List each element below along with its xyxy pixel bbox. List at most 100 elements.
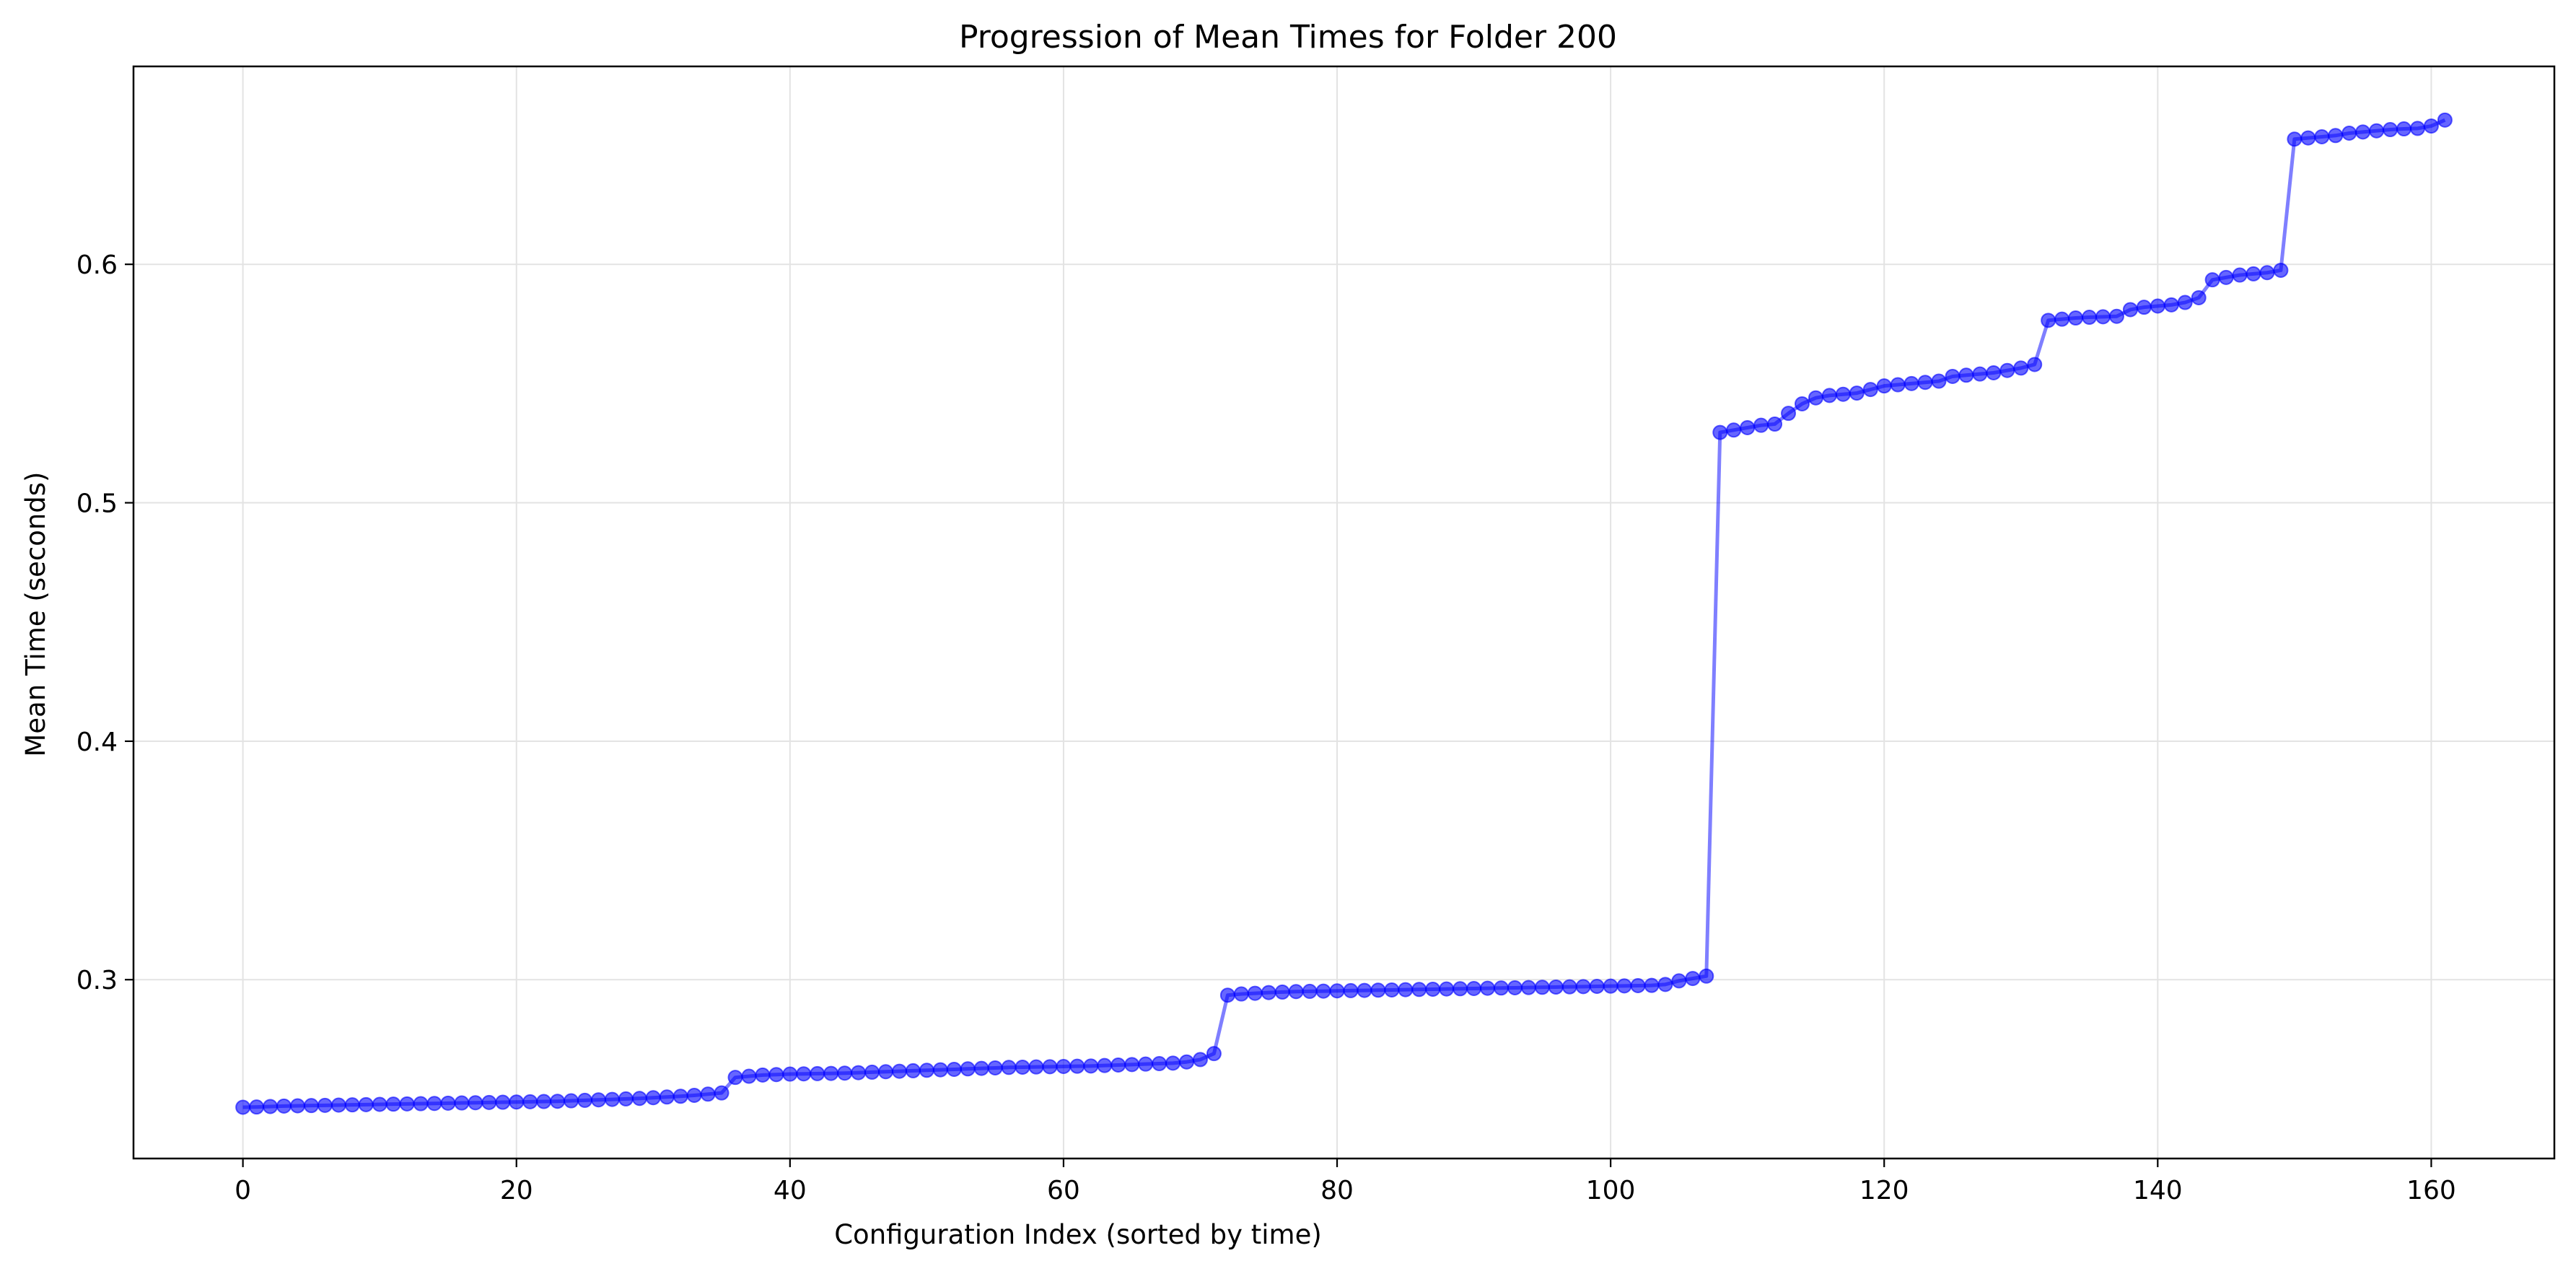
data-point xyxy=(440,1095,456,1111)
data-point xyxy=(522,1094,538,1109)
data-point xyxy=(2328,128,2344,144)
data-point xyxy=(1192,1052,1208,1068)
data-point xyxy=(864,1064,880,1080)
data-point xyxy=(673,1088,688,1104)
data-point xyxy=(2355,124,2371,140)
data-point xyxy=(1480,980,1496,996)
data-point xyxy=(1357,982,1372,998)
data-point xyxy=(1575,979,1591,995)
data-point xyxy=(1931,373,1947,389)
data-point xyxy=(1329,983,1345,999)
data-point xyxy=(714,1085,730,1101)
data-point xyxy=(2409,121,2425,136)
data-point xyxy=(1001,1060,1017,1076)
data-point xyxy=(1917,375,1933,391)
data-point xyxy=(536,1094,552,1109)
data-point xyxy=(1466,980,1482,996)
data-point xyxy=(1152,1056,1167,1072)
data-point xyxy=(946,1061,962,1077)
axis-ticks: 0 20 40 60 80 100 120 140 160 0.3 0.4 0.5 0.6 xyxy=(76,250,2456,1205)
data-point xyxy=(2437,112,2453,128)
chart-title: Progression of Mean Times for Folder 200 xyxy=(959,19,1617,56)
y-tick-label: 0.5 xyxy=(76,489,118,519)
y-axis-label: Mean Time (seconds) xyxy=(20,472,51,757)
data-point xyxy=(1124,1057,1140,1073)
data-point xyxy=(1097,1057,1113,1073)
data-point xyxy=(2177,294,2193,310)
data-point xyxy=(1288,984,1304,1000)
data-point xyxy=(1808,390,1823,406)
data-point xyxy=(1794,396,1810,411)
data-point xyxy=(2259,265,2275,281)
data-point xyxy=(891,1063,907,1079)
data-point xyxy=(1740,419,1756,435)
data-point xyxy=(2013,360,2029,376)
data-point xyxy=(1274,984,1290,1000)
data-point xyxy=(1603,978,1618,994)
data-point xyxy=(1821,388,1837,403)
data-point xyxy=(810,1065,825,1081)
data-point xyxy=(495,1094,511,1110)
series-group xyxy=(235,112,2453,1115)
data-point xyxy=(686,1087,702,1103)
data-point xyxy=(1945,368,1961,384)
data-point xyxy=(1453,981,1468,997)
data-point xyxy=(919,1063,934,1078)
data-point xyxy=(344,1097,360,1113)
data-point xyxy=(1862,382,1878,398)
data-point xyxy=(2341,126,2357,141)
x-tick-label: 100 xyxy=(1586,1176,1636,1205)
data-point xyxy=(2027,357,2043,372)
data-point xyxy=(577,1092,593,1108)
data-point xyxy=(905,1063,921,1078)
data-point xyxy=(1534,980,1550,995)
data-point xyxy=(2423,118,2439,134)
data-point xyxy=(2136,300,2152,315)
data-point xyxy=(1315,983,1331,999)
data-point xyxy=(2068,310,2084,326)
data-point xyxy=(249,1099,265,1115)
data-point xyxy=(1261,985,1276,1000)
data-point xyxy=(851,1065,867,1081)
data-point xyxy=(372,1096,387,1112)
data-point xyxy=(2218,269,2234,285)
y-tick-label: 0.6 xyxy=(76,250,118,280)
data-point xyxy=(1206,1046,1222,1062)
data-point xyxy=(1398,982,1414,998)
data-point xyxy=(1425,981,1441,997)
x-tick-label: 160 xyxy=(2406,1176,2456,1205)
data-point xyxy=(1999,362,2015,378)
data-point xyxy=(2150,298,2165,314)
data-point xyxy=(1890,377,1906,393)
data-point xyxy=(1699,968,1714,984)
data-point xyxy=(973,1060,989,1076)
data-point xyxy=(1028,1059,1044,1075)
data-point xyxy=(768,1067,784,1083)
data-point xyxy=(659,1089,675,1105)
data-point xyxy=(823,1065,839,1081)
data-point xyxy=(1411,982,1427,998)
data-point xyxy=(2383,122,2398,138)
data-point xyxy=(2191,289,2207,305)
y-tick-label: 0.3 xyxy=(76,966,118,995)
plot-frame xyxy=(132,65,2556,1160)
data-point xyxy=(1685,971,1701,987)
data-point xyxy=(1302,983,1318,999)
data-point xyxy=(1179,1054,1195,1070)
data-point xyxy=(1520,980,1536,995)
data-point xyxy=(1753,417,1769,433)
data-point xyxy=(1138,1056,1154,1072)
data-point xyxy=(645,1090,661,1106)
data-point xyxy=(509,1094,525,1110)
data-point xyxy=(317,1097,333,1113)
data-point xyxy=(741,1068,757,1084)
data-point xyxy=(2204,272,2220,288)
data-point xyxy=(932,1062,948,1078)
data-point xyxy=(263,1099,279,1114)
data-point xyxy=(1247,985,1263,1001)
data-point xyxy=(618,1091,634,1107)
data-point xyxy=(2041,313,2056,328)
